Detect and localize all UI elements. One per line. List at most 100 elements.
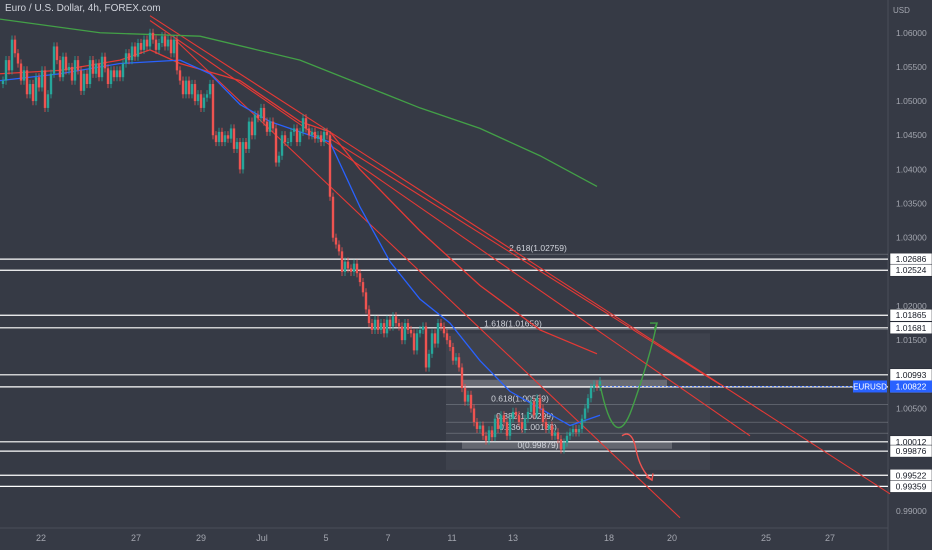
candle-body [535, 398, 539, 416]
candle-body [502, 415, 506, 423]
candle-body [481, 425, 485, 436]
candle-body [133, 46, 137, 57]
candle-body [352, 263, 356, 272]
candle-body [79, 70, 83, 91]
candle-body [448, 340, 452, 347]
candle-body [580, 418, 584, 429]
candle-body [529, 401, 533, 412]
candle-body [544, 422, 548, 429]
candle-body [343, 261, 347, 272]
candle-body [253, 114, 257, 136]
candle-body [439, 323, 443, 327]
candle-body [178, 70, 182, 81]
candle-body [283, 135, 287, 143]
candle-body [493, 418, 497, 438]
candle-body [523, 418, 527, 429]
candle-body [325, 131, 329, 136]
candle-body [391, 316, 395, 327]
level-badge-label-7: 0.99876 [896, 446, 927, 456]
candle-body [508, 418, 512, 436]
candle-body [295, 128, 299, 143]
candle-body [394, 316, 398, 324]
candle-body [517, 415, 521, 423]
candle-body [145, 39, 149, 47]
candle-body [241, 142, 245, 170]
y-tick-label-6: 1.03000 [896, 233, 927, 243]
candle-body [373, 319, 377, 330]
candle-body [376, 319, 380, 330]
candle-body [289, 131, 293, 143]
x-tick-label-11: 27 [825, 533, 835, 543]
candle-body [109, 70, 113, 85]
candle-body [118, 70, 122, 78]
candle-body [367, 309, 371, 324]
candle-body [427, 353, 431, 368]
y-tick-label-8: 1.02000 [896, 301, 927, 311]
candle-body [202, 97, 206, 108]
candle-body [247, 121, 251, 149]
symbol-badge [853, 380, 887, 393]
candle-body [238, 142, 242, 170]
candle-body [250, 121, 254, 136]
resistance-box [462, 379, 667, 388]
candle-body [22, 70, 26, 81]
candle-body [379, 323, 383, 330]
candle-body [88, 60, 92, 85]
candle-body [445, 333, 449, 341]
candle-body [286, 142, 290, 144]
x-tick-label-7: 13 [508, 533, 518, 543]
candle-body [598, 381, 602, 387]
candle-body [556, 432, 560, 440]
candle-body [70, 66, 74, 81]
candle-body [154, 39, 158, 50]
candle-body [472, 408, 476, 423]
candle-body [514, 411, 518, 416]
candle-body [463, 387, 467, 402]
candle-body [340, 251, 344, 272]
candle-body [61, 56, 65, 78]
candle-body [229, 128, 233, 139]
level-badge-1 [889, 263, 932, 277]
level-badge-9 [889, 480, 932, 493]
candle-body [382, 323, 386, 334]
candle-body [475, 422, 479, 429]
candle-body [124, 53, 128, 64]
candle-body [193, 84, 197, 102]
candle-body [55, 46, 59, 61]
candle-body [148, 32, 152, 47]
candle-body [211, 84, 215, 136]
candle-body [121, 63, 125, 78]
plot-area [0, 0, 888, 528]
fib-label-2: 0.618(1.00559) [491, 393, 549, 403]
candle-body [313, 131, 317, 139]
candles [1, 28, 602, 454]
fib-label-0: 2.618(1.02759) [509, 243, 567, 253]
candle-body [595, 384, 599, 387]
candle-body [10, 39, 14, 71]
candle-body [541, 408, 545, 423]
candle-body [571, 428, 575, 433]
candle-body [589, 387, 593, 399]
candle-body [190, 84, 194, 95]
fib-label-1: 1.618(1.01659) [484, 318, 542, 328]
candle-body [223, 135, 227, 143]
candle-body [421, 326, 425, 330]
level-badge-7 [889, 444, 932, 458]
level-badge-label-8: 0.99522 [896, 470, 927, 480]
candle-body [226, 135, 230, 139]
candle-body [451, 346, 455, 361]
level-badge-label-2: 1.01865 [896, 310, 927, 320]
y-tick-label-2: 1.05000 [896, 96, 927, 106]
bullish-path [599, 322, 658, 429]
candle-body [505, 422, 509, 436]
candle-body [100, 56, 104, 78]
candle-body [115, 70, 119, 78]
candle-body [139, 43, 143, 50]
candle-body [301, 118, 305, 132]
candle-body [184, 80, 188, 95]
candle-body [496, 418, 500, 429]
candle-body [256, 114, 260, 119]
level-badge-label-4: 1.00993 [896, 370, 927, 380]
candle-body [187, 80, 191, 95]
